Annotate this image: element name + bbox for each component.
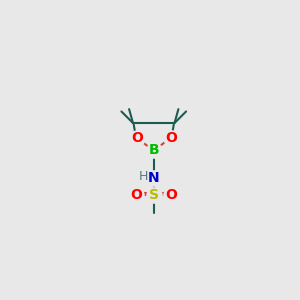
Point (169, 193, 174, 198)
Point (152, 148, 156, 152)
Text: O: O (166, 188, 177, 203)
Text: H: H (139, 170, 148, 183)
Text: S: S (149, 188, 159, 203)
Point (134, 193, 138, 198)
Point (168, 136, 173, 141)
Point (141, 175, 146, 179)
Text: O: O (165, 131, 177, 146)
Text: B: B (148, 143, 159, 157)
Point (152, 176, 156, 181)
Text: N: N (148, 172, 160, 185)
Point (152, 193, 156, 198)
Text: O: O (131, 131, 143, 146)
Text: O: O (130, 188, 142, 203)
Point (134, 136, 139, 141)
